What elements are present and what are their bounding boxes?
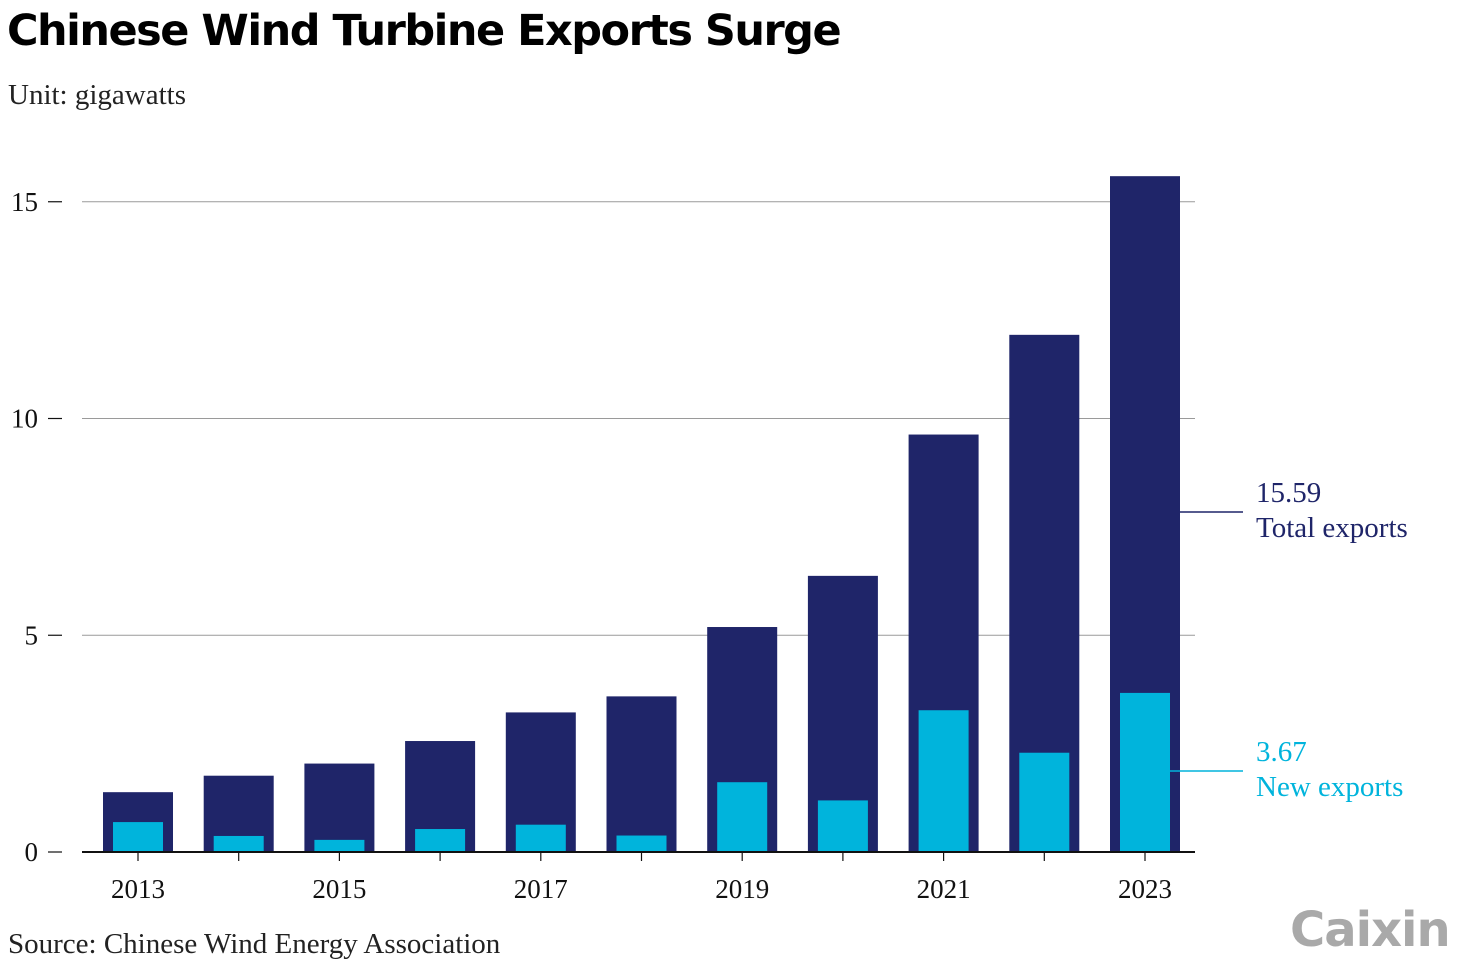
bar-new-2022 bbox=[1019, 752, 1070, 852]
x-tick-label-2013: 2013 bbox=[111, 874, 165, 904]
chart-subtitle: Unit: gigawatts bbox=[8, 79, 187, 111]
bar-new-2021 bbox=[918, 710, 969, 852]
bar-new-2013 bbox=[113, 822, 163, 852]
y-tick-label-10: 10 bbox=[11, 404, 38, 434]
x-tick-label-2017: 2017 bbox=[514, 874, 568, 904]
x-tick-label-2023: 2023 bbox=[1118, 874, 1172, 904]
x-tick-label-2015: 2015 bbox=[312, 874, 366, 904]
bar-new-2020 bbox=[817, 800, 868, 852]
chart-title: Chinese Wind Turbine Exports Surge bbox=[7, 6, 842, 56]
bar-new-2017 bbox=[515, 824, 566, 852]
bar-new-2023 bbox=[1120, 692, 1170, 852]
annotation-new-value: 3.67 bbox=[1256, 736, 1307, 768]
bar-new-2016 bbox=[415, 829, 466, 852]
annotation-new-label: New exports bbox=[1256, 771, 1403, 803]
bar-total-2015 bbox=[304, 763, 375, 852]
caixin-logo: Caixin bbox=[1290, 902, 1451, 958]
annotation-total-label: Total exports bbox=[1256, 512, 1408, 544]
y-tick-label-5: 5 bbox=[25, 620, 39, 650]
bar-new-2015 bbox=[314, 839, 365, 852]
y-tick-label-15: 15 bbox=[11, 187, 38, 217]
x-tick-label-2019: 2019 bbox=[715, 874, 769, 904]
bar-total-2018 bbox=[606, 696, 677, 852]
bar-new-2019 bbox=[717, 782, 768, 852]
annotation-total-value: 15.59 bbox=[1256, 477, 1321, 509]
source-note: Source: Chinese Wind Energy Association bbox=[8, 928, 501, 960]
y-tick-label-0: 0 bbox=[25, 837, 39, 867]
bar-new-2018 bbox=[616, 835, 667, 852]
x-tick-label-2021: 2021 bbox=[917, 874, 971, 904]
bar-new-2014 bbox=[213, 835, 264, 852]
